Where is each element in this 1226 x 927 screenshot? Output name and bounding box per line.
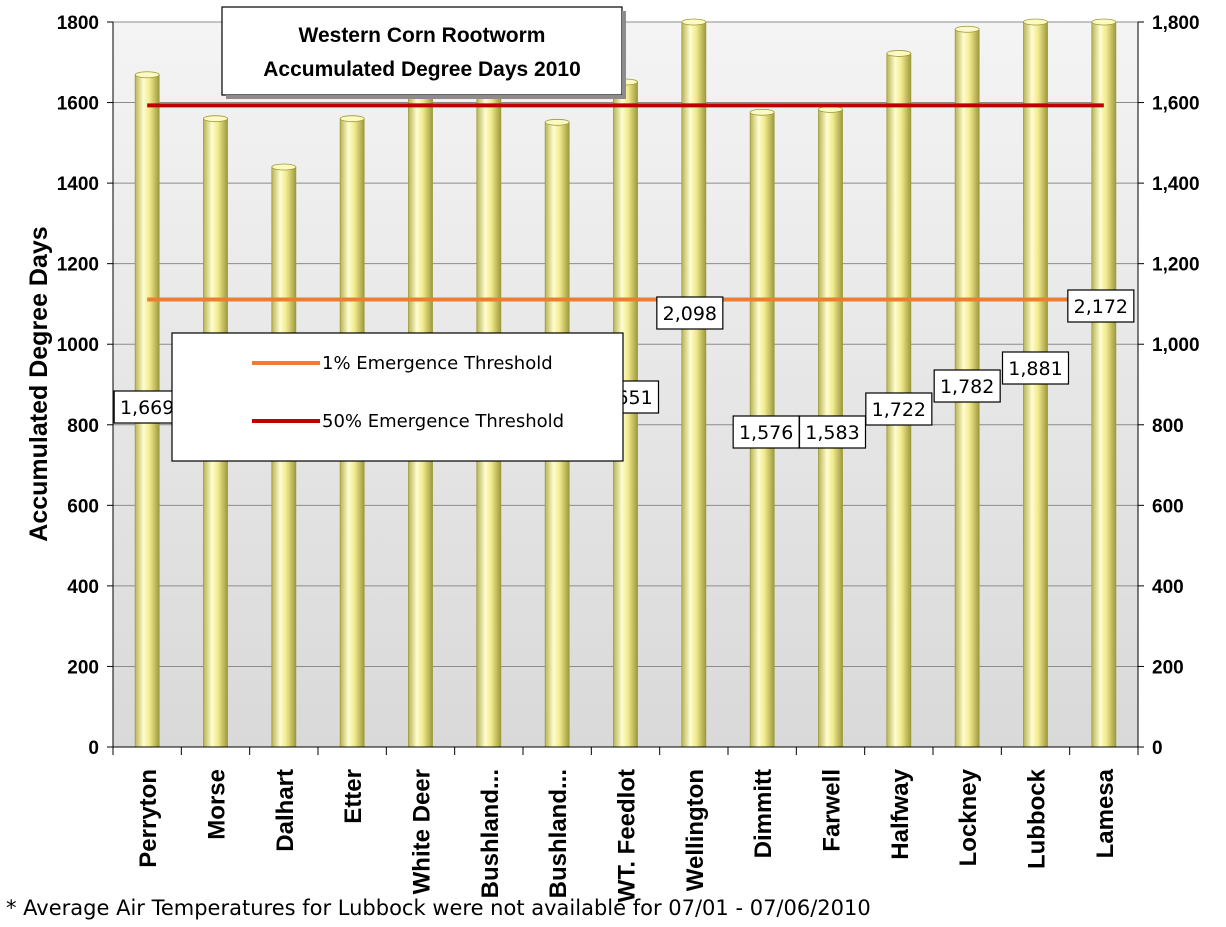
x-category-label: Dalhart — [272, 769, 299, 852]
x-category-label: Wellington — [682, 769, 709, 891]
right-tick-label: 800 — [1152, 416, 1184, 437]
right-tick-label: 1,600 — [1152, 94, 1200, 115]
right-tick-label: 400 — [1152, 577, 1184, 598]
x-category-label: Lubbock — [1024, 768, 1051, 869]
left-tick-label: 800 — [67, 416, 99, 437]
left-tick-label: 0 — [88, 738, 99, 759]
threshold-lines — [147, 103, 1104, 302]
data-label-box — [1001, 351, 1070, 385]
data-label-text: 2,172 — [1074, 296, 1128, 318]
axes: 0 0 200 200 400 400 600 600 800 800 1000 1,000 1200 1… — [57, 13, 1200, 902]
bar-top — [886, 50, 912, 57]
bar-top — [544, 118, 570, 126]
chart-title: Western Corn Rootworm Accumulated Degree… — [221, 6, 626, 99]
data-label-text: 1,583 — [805, 422, 859, 444]
left-tick-label: 1000 — [57, 335, 99, 356]
bar-top — [134, 71, 160, 79]
right-tick-label: 1,400 — [1152, 174, 1200, 195]
legend-label-50pct: 50% Emergence Threshold — [322, 411, 564, 432]
data-label-box — [656, 296, 724, 330]
bar-wellington — [681, 21, 707, 748]
right-tick-label: 1,000 — [1152, 335, 1200, 356]
x-category-label: Lamesa — [1092, 768, 1119, 858]
left-tick-label: 1400 — [57, 174, 99, 195]
x-category-label: Farwell — [819, 769, 846, 852]
data-label-box — [1067, 289, 1135, 323]
data-label-text: 1,722 — [872, 399, 926, 421]
right-tick-label: 1,200 — [1152, 255, 1200, 276]
legend-label-1pct: 1% Emergence Threshold — [322, 353, 553, 374]
bar-top — [1023, 18, 1048, 26]
data-label-box — [798, 415, 867, 449]
x-category-label: Etter — [340, 769, 367, 824]
x-category-label: WT. Feedlot — [614, 769, 641, 902]
data-label: 2,098 — [656, 296, 724, 330]
data-label-text: 1,782 — [940, 376, 994, 398]
data-label: 1,583 — [798, 415, 867, 449]
data-label-text: 1,669 — [120, 397, 174, 419]
bar-top — [203, 115, 228, 123]
data-label: 1,881 — [1001, 351, 1070, 385]
legend: 1% Emergence Threshold 50% Emergence Thr… — [171, 332, 624, 462]
left-tick-label: 400 — [67, 577, 99, 598]
data-label-box — [865, 392, 933, 426]
data-label: 1,669 — [113, 390, 181, 424]
data-label-box — [113, 390, 181, 424]
x-category-label: White Deer — [409, 769, 436, 894]
left-tick-label: 1200 — [57, 255, 99, 276]
x-category-label: Halfway — [887, 768, 914, 859]
x-category-label: Bushland... — [545, 769, 572, 898]
right-tick-label: 1,800 — [1152, 13, 1200, 34]
left-tick-label: 600 — [67, 496, 99, 517]
bar-top — [749, 108, 775, 116]
chart-title-line2: Accumulated Degree Days 2010 — [263, 58, 581, 81]
y-axis-title: Accumulated Degree Days — [25, 226, 53, 541]
data-label: 1,576 — [732, 415, 800, 449]
bar-lamesa — [1091, 21, 1117, 748]
data-label-text: 2,098 — [663, 303, 717, 325]
data-label: 1,722 — [865, 392, 933, 426]
x-category-label: Bushland... — [477, 769, 504, 898]
bar-top — [681, 18, 707, 26]
data-label-text: 1,881 — [1008, 358, 1062, 380]
data-label-text: 1,576 — [739, 422, 793, 444]
x-category-label: Morse — [204, 769, 231, 840]
data-label: 1,782 — [933, 369, 1001, 403]
left-tick-label: 1600 — [57, 94, 99, 115]
right-tick-label: 0 — [1152, 738, 1163, 759]
x-category-label: Lockney — [955, 768, 982, 866]
right-tick-label: 600 — [1152, 496, 1184, 517]
footnote: * Average Air Temperatures for Lubbock w… — [6, 896, 871, 920]
bar-top — [339, 115, 365, 123]
x-category-label: Perryton — [135, 769, 162, 868]
bar-top — [1091, 18, 1117, 26]
chart-title-line1: Western Corn Rootworm — [299, 24, 546, 47]
right-tick-label: 200 — [1152, 657, 1184, 678]
x-category-label: Dimmitt — [750, 769, 777, 858]
bar-top — [954, 25, 980, 33]
bar-top — [271, 163, 297, 171]
left-tick-label: 200 — [67, 657, 99, 678]
data-label-box — [933, 369, 1001, 403]
data-label: 2,172 — [1067, 289, 1135, 323]
left-tick-label: 1800 — [57, 13, 99, 34]
